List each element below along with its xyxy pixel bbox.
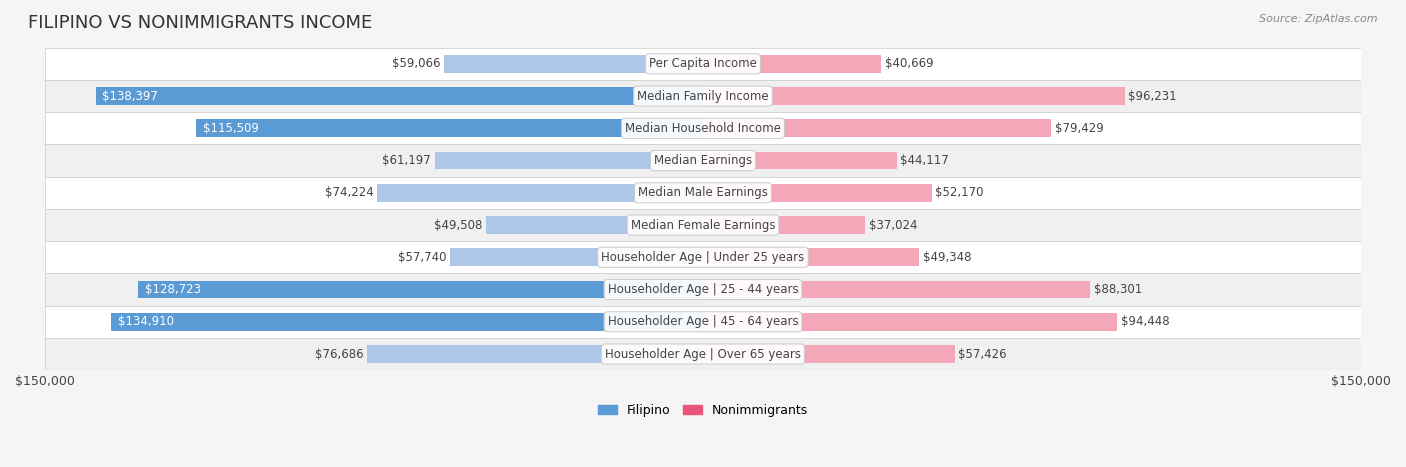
Text: $134,910: $134,910 (118, 315, 174, 328)
Bar (377, 184, 703, 202)
Text: Householder Age | Under 25 years: Householder Age | Under 25 years (602, 251, 804, 264)
FancyBboxPatch shape (45, 338, 1361, 370)
Text: $94,448: $94,448 (1121, 315, 1170, 328)
FancyBboxPatch shape (45, 306, 1361, 338)
FancyBboxPatch shape (45, 177, 1361, 209)
Text: Householder Age | Over 65 years: Householder Age | Over 65 years (605, 347, 801, 361)
Bar (450, 248, 703, 266)
Bar (434, 152, 703, 170)
FancyBboxPatch shape (45, 241, 1361, 274)
Text: Source: ZipAtlas.com: Source: ZipAtlas.com (1260, 14, 1378, 24)
Text: Median Family Income: Median Family Income (637, 90, 769, 103)
Bar (138, 281, 703, 298)
Text: $74,224: $74,224 (325, 186, 374, 199)
Text: $79,429: $79,429 (1054, 122, 1104, 135)
Bar (703, 55, 882, 73)
Text: $44,117: $44,117 (900, 154, 949, 167)
Text: Median Household Income: Median Household Income (626, 122, 780, 135)
Text: $52,170: $52,170 (935, 186, 984, 199)
Bar (703, 87, 1125, 105)
Text: Per Capita Income: Per Capita Income (650, 57, 756, 71)
Bar (703, 152, 897, 170)
Text: $88,301: $88,301 (1094, 283, 1142, 296)
Text: Median Female Earnings: Median Female Earnings (631, 219, 775, 232)
Bar (444, 55, 703, 73)
Bar (197, 120, 703, 137)
Text: $40,669: $40,669 (884, 57, 934, 71)
Text: $138,397: $138,397 (103, 90, 159, 103)
Text: Median Male Earnings: Median Male Earnings (638, 186, 768, 199)
Text: $57,740: $57,740 (398, 251, 446, 264)
Text: $49,348: $49,348 (922, 251, 972, 264)
Text: FILIPINO VS NONIMMIGRANTS INCOME: FILIPINO VS NONIMMIGRANTS INCOME (28, 14, 373, 32)
FancyBboxPatch shape (45, 80, 1361, 112)
FancyBboxPatch shape (45, 144, 1361, 177)
Bar (703, 184, 932, 202)
Text: $61,197: $61,197 (382, 154, 432, 167)
Text: $37,024: $37,024 (869, 219, 917, 232)
Text: Householder Age | 25 - 44 years: Householder Age | 25 - 44 years (607, 283, 799, 296)
Bar (111, 313, 703, 331)
Text: Householder Age | 45 - 64 years: Householder Age | 45 - 64 years (607, 315, 799, 328)
FancyBboxPatch shape (45, 209, 1361, 241)
Bar (703, 345, 955, 363)
Bar (703, 248, 920, 266)
Text: $49,508: $49,508 (434, 219, 482, 232)
Bar (703, 216, 866, 234)
Text: $59,066: $59,066 (392, 57, 440, 71)
FancyBboxPatch shape (45, 274, 1361, 306)
Bar (486, 216, 703, 234)
Bar (703, 281, 1091, 298)
Bar (703, 313, 1118, 331)
Text: $76,686: $76,686 (315, 347, 363, 361)
Text: Median Earnings: Median Earnings (654, 154, 752, 167)
Text: $57,426: $57,426 (959, 347, 1007, 361)
Text: $115,509: $115,509 (202, 122, 259, 135)
Bar (96, 87, 703, 105)
Text: $128,723: $128,723 (145, 283, 201, 296)
Legend: Filipino, Nonimmigrants: Filipino, Nonimmigrants (593, 399, 813, 422)
Text: $96,231: $96,231 (1129, 90, 1177, 103)
Bar (367, 345, 703, 363)
Bar (703, 120, 1052, 137)
FancyBboxPatch shape (45, 48, 1361, 80)
FancyBboxPatch shape (45, 112, 1361, 144)
